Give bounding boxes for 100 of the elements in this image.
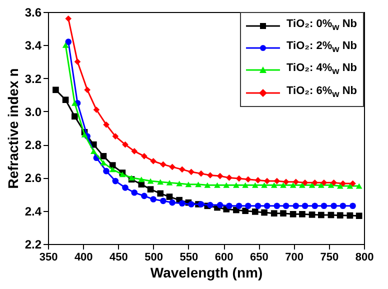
point: [264, 178, 270, 184]
point: [188, 168, 194, 176]
point: [147, 186, 154, 192]
point: [214, 182, 220, 188]
y-tick-label: 2.6: [24, 171, 42, 186]
point: [336, 183, 344, 189]
point: [166, 194, 173, 200]
point: [62, 42, 69, 48]
point: [244, 202, 252, 210]
point: [330, 202, 337, 210]
y-tick-label: 2.2: [24, 238, 42, 252]
point: [244, 176, 252, 183]
point: [350, 202, 356, 210]
point: [198, 170, 204, 177]
x-tick-label: 600: [214, 252, 234, 264]
point: [52, 86, 59, 94]
point: [328, 182, 334, 188]
point: [308, 182, 316, 188]
y-tick-label: 2.4: [24, 204, 42, 218]
point: [282, 202, 290, 210]
point: [254, 177, 262, 184]
point: [178, 200, 186, 207]
x-tick-label: 550: [180, 252, 198, 264]
point: [169, 164, 176, 170]
x-tick-label: 650: [250, 252, 268, 264]
legend-label: TiO₂: 0%$_{w}$ Nb: [286, 17, 357, 34]
point: [122, 141, 128, 148]
point: [178, 166, 186, 173]
point: [112, 178, 119, 184]
x-tick-label: 350: [39, 252, 58, 264]
point: [216, 172, 224, 180]
point: [176, 180, 182, 186]
point: [93, 106, 100, 113]
point: [128, 174, 135, 180]
point: [188, 201, 194, 208]
point: [100, 153, 107, 160]
point: [166, 180, 173, 186]
point: [280, 210, 286, 217]
point: [150, 158, 156, 164]
point: [226, 202, 232, 210]
point: [346, 212, 354, 219]
point: [103, 122, 110, 128]
point: [290, 182, 296, 188]
point: [160, 161, 166, 168]
point: [340, 202, 346, 210]
point: [320, 202, 328, 210]
point: [312, 202, 318, 210]
point: [62, 96, 69, 103]
y-tick-label: 3.2: [24, 72, 42, 86]
point: [131, 148, 138, 154]
point: [226, 174, 232, 181]
point: [261, 182, 268, 188]
point: [141, 192, 148, 200]
x-tick-label: 700: [285, 252, 304, 264]
point: [254, 202, 262, 210]
point: [72, 113, 78, 120]
point: [299, 211, 306, 218]
point: [330, 180, 337, 186]
point: [157, 179, 164, 185]
y-tick-label: 3.0: [24, 104, 42, 119]
point: [131, 189, 138, 196]
point: [103, 168, 110, 174]
point: [264, 202, 270, 210]
x-tick-label: 750: [320, 252, 339, 264]
point: [141, 153, 148, 160]
point: [302, 202, 308, 210]
y-tick-label: 3.4: [24, 38, 42, 53]
point: [312, 180, 318, 186]
point: [207, 202, 214, 208]
x-tick-label: 400: [74, 252, 93, 264]
point: [328, 212, 334, 218]
point: [65, 15, 72, 22]
point: [233, 182, 240, 188]
point: [356, 183, 362, 189]
point: [223, 182, 230, 188]
x-tick-label: 800: [355, 252, 374, 264]
point: [236, 175, 242, 182]
point: [274, 178, 280, 184]
point: [270, 182, 278, 188]
point: [356, 212, 362, 219]
point: [350, 180, 356, 187]
point: [236, 202, 242, 210]
point: [84, 86, 90, 94]
point: [242, 182, 248, 188]
point: [252, 182, 258, 188]
point: [318, 212, 324, 218]
point: [216, 202, 224, 208]
point: [109, 166, 116, 172]
point: [336, 212, 344, 218]
point: [112, 133, 119, 140]
point: [138, 176, 145, 182]
point: [90, 148, 97, 154]
point: [122, 184, 128, 191]
x-tick-label: 450: [110, 252, 128, 264]
point: [160, 198, 166, 204]
point: [207, 172, 214, 178]
point: [169, 199, 176, 206]
point: [292, 178, 300, 186]
point: [302, 180, 308, 186]
legend-label: TiO₂: 4%$_{w}$ Nb: [286, 61, 357, 79]
